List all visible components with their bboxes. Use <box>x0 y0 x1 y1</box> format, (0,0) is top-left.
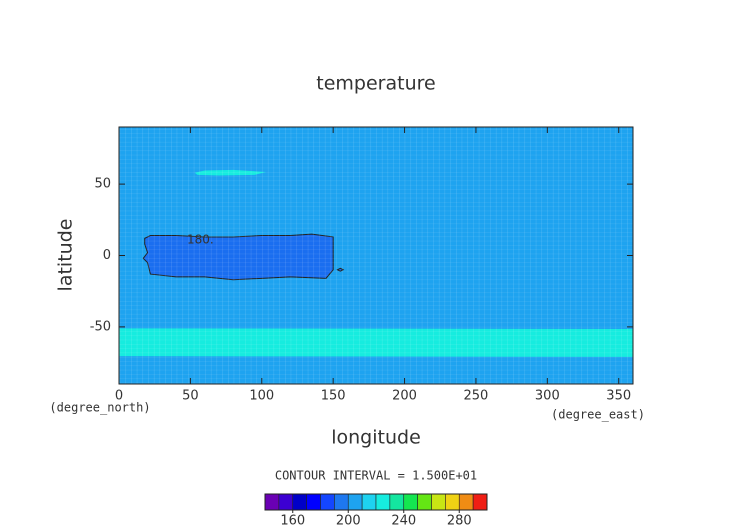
y-tick-label: 50 <box>94 177 111 192</box>
y-axis-label: latitude <box>55 219 77 292</box>
colorbar-swatch <box>375 493 391 511</box>
colorbar-swatch <box>458 493 474 511</box>
colorbar-frame <box>264 493 488 511</box>
x-axis-label: longitude <box>331 427 421 449</box>
colorbar-swatch <box>417 493 432 511</box>
colorbar-swatch <box>472 493 488 511</box>
contour-label: 180. <box>187 232 214 246</box>
x-tick-label: 100 <box>249 389 274 404</box>
colorbar-swatch <box>403 493 418 511</box>
mesh-overlay <box>119 127 633 384</box>
x-tick-label: 300 <box>535 389 560 404</box>
x-unit: (degree_east) <box>551 408 645 422</box>
colorbar-swatch <box>320 493 335 511</box>
colorbar-tick-label: 240 <box>391 514 416 529</box>
colorbar-swatch <box>278 493 294 511</box>
x-tick-label: 250 <box>464 389 489 404</box>
x-tick-label: 50 <box>182 389 199 404</box>
x-tick-label: 0 <box>115 389 123 404</box>
colorbar-swatch <box>361 493 377 511</box>
colorbar-swatch <box>347 493 363 511</box>
colorbar-swatch <box>292 493 307 511</box>
x-tick-label: 150 <box>321 389 346 404</box>
colorbar-tick-label: 280 <box>447 514 472 529</box>
colorbar-swatch <box>334 493 349 511</box>
y-unit: (degree_north) <box>49 401 150 415</box>
colorbar-tick-label: 160 <box>280 514 305 529</box>
colorbar-swatch <box>306 493 321 511</box>
x-tick-label: 200 <box>392 389 417 404</box>
colorbar-swatch <box>445 493 460 511</box>
y-tick-label: 0 <box>103 248 111 263</box>
colorbar-swatch <box>431 493 446 511</box>
colorbar-swatch <box>264 493 280 511</box>
colorbar-swatch <box>389 493 405 511</box>
contour-interval: CONTOUR INTERVAL = 1.500E+01 <box>275 469 477 483</box>
chart-title: temperature <box>316 73 435 95</box>
x-tick-label: 350 <box>606 389 631 404</box>
y-tick-label: -50 <box>90 319 111 334</box>
colorbar-tick-label: 200 <box>336 514 361 529</box>
